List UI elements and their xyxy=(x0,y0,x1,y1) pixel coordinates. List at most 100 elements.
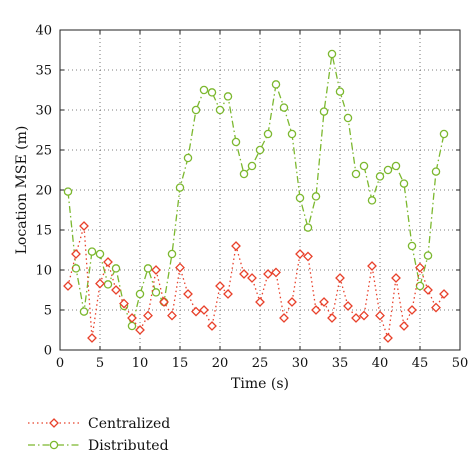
data-point-centralized xyxy=(287,297,297,307)
data-point-distributed xyxy=(423,251,433,260)
data-point-centralized xyxy=(191,306,201,317)
legend-marker xyxy=(49,418,59,428)
data-point-distributed xyxy=(215,105,225,115)
data-point-centralized xyxy=(239,269,249,279)
x-tick-label: 35 xyxy=(332,356,349,371)
data-point-distributed xyxy=(191,105,201,115)
data-point-centralized xyxy=(359,310,369,321)
data-point-distributed xyxy=(383,165,393,175)
data-point-distributed xyxy=(295,193,305,203)
data-point-distributed xyxy=(255,145,265,155)
data-point-centralized xyxy=(127,313,137,323)
data-point-centralized xyxy=(143,310,153,321)
data-point-centralized xyxy=(103,257,113,267)
data-point-centralized xyxy=(279,313,289,323)
series-centralized xyxy=(63,221,449,343)
y-axis-label: Location MSE (m) xyxy=(14,126,30,255)
data-point-centralized xyxy=(271,267,281,278)
axis-ticks: 0 5 10 15 20 25 30 35 40 45 50 0 5 10 15 20 25 30 35 40 xyxy=(35,24,468,372)
data-point-distributed xyxy=(327,49,337,59)
data-point-centralized xyxy=(247,273,257,283)
data-point-centralized xyxy=(351,313,361,323)
data-point-distributed xyxy=(63,187,73,196)
data-point-distributed xyxy=(407,241,417,251)
x-tick-label: 30 xyxy=(292,356,309,371)
data-point-centralized xyxy=(327,313,337,323)
legend-label: Distributed xyxy=(88,438,169,454)
series-line-centralized xyxy=(67,225,445,339)
data-point-centralized xyxy=(183,289,193,299)
data-point-distributed xyxy=(183,153,193,163)
data-point-centralized xyxy=(391,273,401,283)
data-point-distributed xyxy=(135,289,145,299)
data-point-centralized xyxy=(175,262,185,273)
data-point-centralized xyxy=(255,297,265,307)
data-point-distributed xyxy=(303,223,313,232)
x-tick-label: 25 xyxy=(252,356,269,371)
data-point-distributed xyxy=(375,172,385,181)
x-tick-label: 50 xyxy=(452,356,469,371)
data-point-distributed xyxy=(343,113,353,123)
data-point-centralized xyxy=(367,261,377,271)
data-point-distributed xyxy=(399,179,409,188)
x-tick-label: 10 xyxy=(132,356,149,371)
data-point-centralized xyxy=(215,281,225,291)
y-tick-label: 0 xyxy=(44,344,52,359)
data-point-centralized xyxy=(207,321,217,331)
data-point-centralized xyxy=(167,310,177,321)
data-point-distributed xyxy=(167,249,177,259)
data-point-distributed xyxy=(279,103,289,112)
data-point-centralized xyxy=(439,289,449,299)
data-point-distributed xyxy=(207,88,217,97)
data-point-centralized xyxy=(159,297,169,307)
legend: Centralized Distributed xyxy=(28,416,170,454)
data-point-distributed xyxy=(79,307,89,316)
x-tick-label: 40 xyxy=(372,356,389,371)
y-tick-label: 40 xyxy=(35,24,52,39)
data-point-distributed xyxy=(103,280,113,289)
data-point-centralized xyxy=(375,310,385,321)
data-point-distributed xyxy=(319,107,329,116)
data-point-centralized xyxy=(199,305,209,315)
data-point-centralized xyxy=(407,305,417,315)
data-point-distributed xyxy=(247,161,257,171)
data-point-centralized xyxy=(335,273,345,283)
data-point-distributed xyxy=(439,129,449,139)
data-point-distributed xyxy=(71,264,81,273)
data-point-centralized xyxy=(151,265,161,275)
data-point-distributed xyxy=(151,288,161,297)
data-point-centralized xyxy=(63,281,73,291)
y-tick-label: 25 xyxy=(35,144,52,159)
data-point-centralized xyxy=(431,302,441,313)
data-point-centralized xyxy=(415,262,425,273)
x-axis-label: Time (s) xyxy=(231,376,289,392)
x-tick-label: 20 xyxy=(212,356,229,371)
data-point-centralized xyxy=(263,269,273,279)
data-point-distributed xyxy=(87,247,97,256)
data-point-distributed xyxy=(311,192,321,201)
x-tick-label: 45 xyxy=(412,356,429,371)
y-tick-label: 5 xyxy=(44,304,52,319)
data-point-distributed xyxy=(263,129,273,139)
y-tick-label: 10 xyxy=(35,264,52,279)
data-point-distributed xyxy=(95,249,105,259)
legend-item-centralized: Centralized xyxy=(28,416,170,432)
data-point-centralized xyxy=(71,249,81,259)
data-point-centralized xyxy=(343,301,353,311)
data-point-centralized xyxy=(295,249,305,259)
data-point-distributed xyxy=(367,196,377,205)
data-point-centralized xyxy=(87,333,97,343)
data-point-centralized xyxy=(79,221,89,231)
data-point-distributed xyxy=(359,161,369,171)
legend-marker xyxy=(49,440,59,450)
data-point-distributed xyxy=(223,92,233,101)
legend-label: Centralized xyxy=(88,416,170,432)
y-tick-label: 30 xyxy=(35,104,52,119)
data-point-distributed xyxy=(111,264,121,273)
series-distributed xyxy=(63,49,449,331)
data-point-centralized xyxy=(383,333,393,343)
data-point-distributed xyxy=(335,87,345,96)
data-point-distributed xyxy=(271,80,281,89)
data-point-centralized xyxy=(423,285,433,295)
